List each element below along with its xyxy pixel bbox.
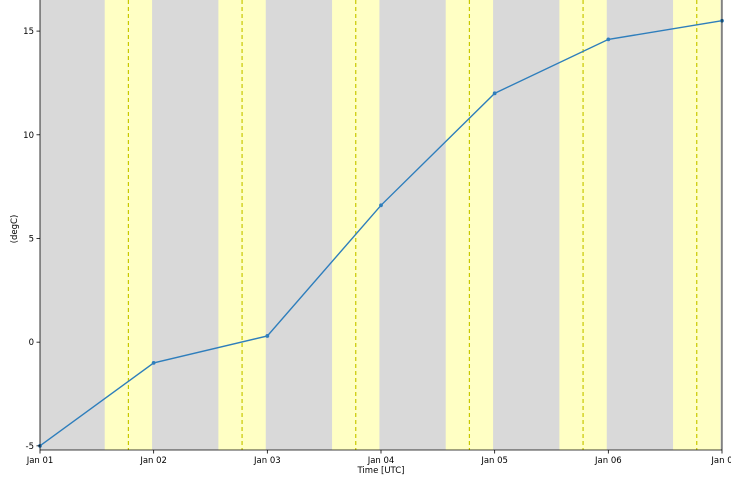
x-tick-label: Jan 03 xyxy=(253,456,281,466)
x-tick-label: Jan 06 xyxy=(594,456,622,466)
data-point xyxy=(606,37,611,42)
plot-background xyxy=(40,0,722,450)
data-point xyxy=(151,361,156,365)
y-tick-label: 5 xyxy=(29,234,34,244)
x-axis-label: Time [UTC] xyxy=(357,466,405,476)
tick-labels: -5 0 5 10 15 Jan 01 Jan 02 Jan 03 Jan 04 Jan 05 Ja… xyxy=(23,27,731,466)
x-tick-label: Jan 0 xyxy=(710,456,731,466)
tick-marks xyxy=(36,30,723,454)
data-point xyxy=(379,203,383,208)
y-tick-label: 0 xyxy=(29,338,34,348)
data-point xyxy=(265,334,270,338)
noon-lines xyxy=(127,0,698,450)
plot-area-background xyxy=(40,0,722,450)
y-axis-label: (degC) xyxy=(10,215,20,244)
x-tick-label: Jan 01 xyxy=(26,456,54,466)
x-tick-label: Jan 05 xyxy=(480,456,508,466)
y-tick-label: 15 xyxy=(23,27,34,37)
y-tick-label: 10 xyxy=(23,131,34,141)
y-tick-label: -5 xyxy=(26,442,34,452)
x-tick-label: Jan 02 xyxy=(139,456,167,466)
data-point xyxy=(492,91,497,96)
x-tick-label: Jan 04 xyxy=(367,456,395,466)
